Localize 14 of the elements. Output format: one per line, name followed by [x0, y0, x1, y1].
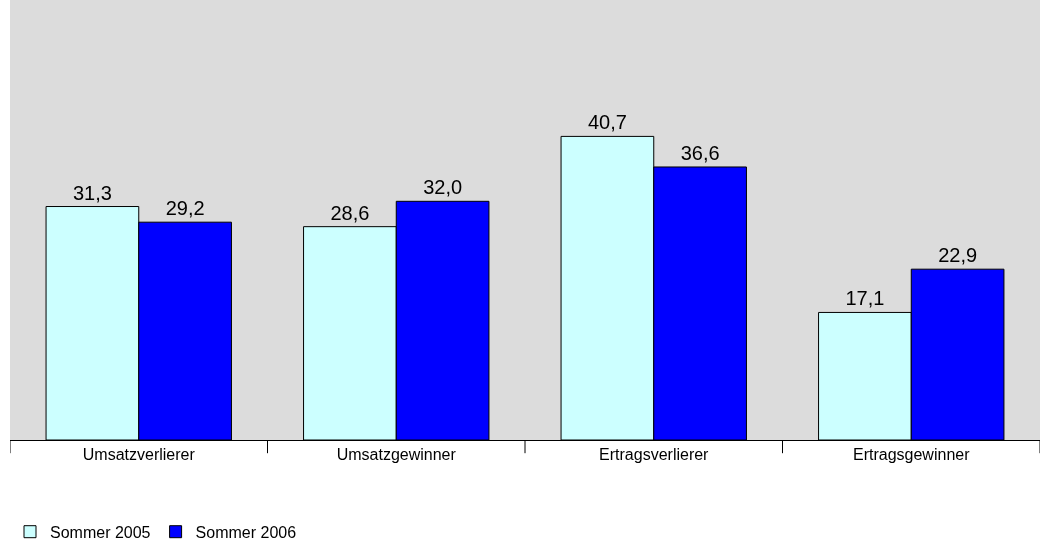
legend-label: Sommer 2005 — [50, 523, 151, 541]
x-tick-label: Ertragsgewinner — [853, 446, 971, 464]
data-label: 29,2 — [165, 197, 205, 220]
data-label: 17,1 — [845, 287, 885, 310]
data-label: 36,6 — [680, 141, 720, 164]
data-label: 28,6 — [330, 201, 370, 224]
x-tick-label: Umsatzgewinner — [336, 446, 457, 464]
data-label: 22,9 — [938, 244, 978, 267]
x-tick-label: Umsatzverlierer — [82, 446, 196, 464]
data-label: 40,7 — [587, 111, 627, 134]
data-label: 32,0 — [423, 176, 463, 199]
legend-label: Sommer 2006 — [195, 523, 297, 541]
x-tick-label: Ertragsverlierer — [599, 446, 710, 464]
data-label: 31,3 — [72, 181, 112, 204]
